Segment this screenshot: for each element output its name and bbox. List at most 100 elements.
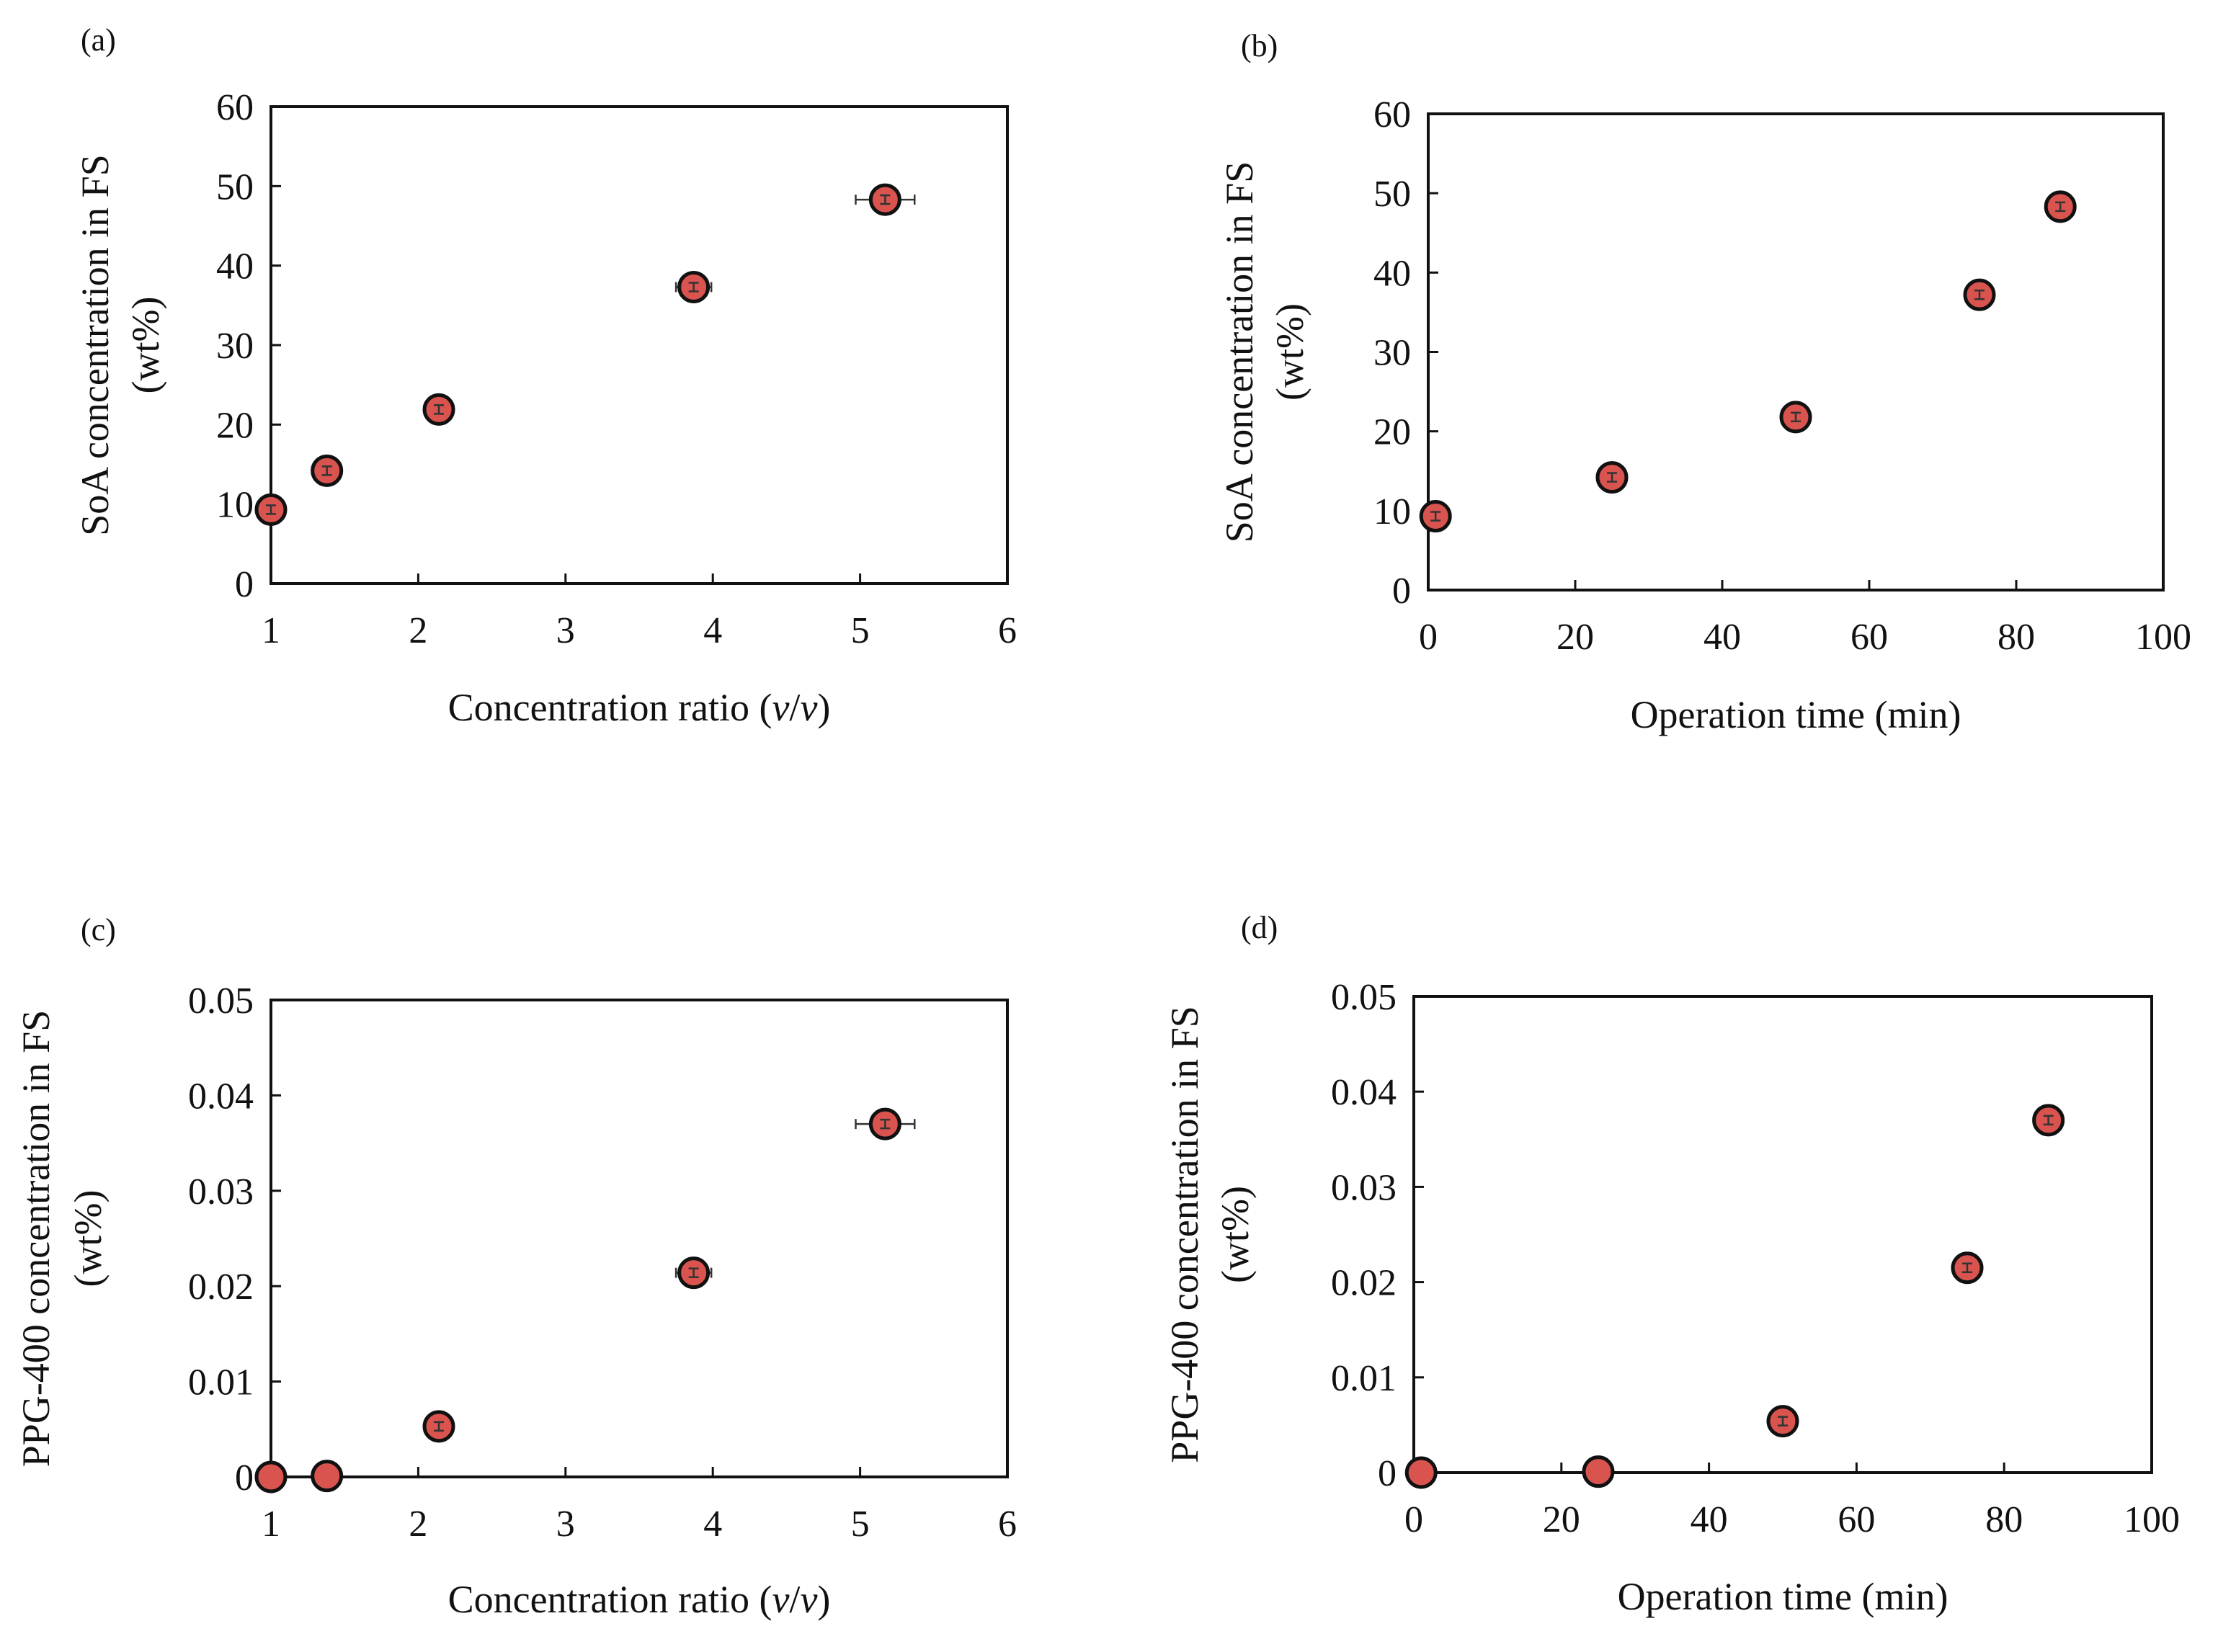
y-axis-label-line1: PPG-400 concentration in FS [14,1010,58,1467]
y-axis-label-line1: PPG-400 concentration in FS [1163,1006,1206,1463]
x-tick-label: 4 [703,1504,722,1545]
y-axis-label-line2: (wt%) [124,297,167,394]
y-tick-label: 0.01 [188,1362,254,1403]
y-tick-label: 0.04 [1331,1072,1397,1113]
x-tick-label: 20 [1543,1499,1580,1540]
panel-label: (b) [1241,28,1278,63]
x-axis-label: Operation time (min) [1618,1575,1948,1618]
x-axis-label-part: ) [817,686,830,729]
y-tick-label: 0.02 [1331,1263,1397,1304]
panel-label: (d) [1241,910,1278,945]
x-axis-label-part: v [800,686,817,729]
x-tick-label: 1 [262,610,280,651]
y-tick-label: 0.02 [188,1267,254,1308]
y-tick-label: 0.01 [1331,1358,1397,1399]
data-point-3 [422,1410,455,1443]
y-tick-label: 40 [216,246,254,287]
y-axis-label-line1: SoA concentration in FS [74,154,117,535]
scatter-marker [311,1460,344,1493]
x-tick-label: 80 [1985,1499,2023,1540]
data-point-1 [254,493,288,526]
x-tick-label: 5 [851,1504,870,1545]
data-point-2 [311,454,344,487]
x-axis-label: Concentration ratio (v/v) [448,1578,831,1621]
plot-frame [1412,995,2153,1474]
chart-panel-3: (c) 1 2 3 4 5 6 0 0.01 0.02 0.03 0.04 0.05 Concentrat… [14,912,1017,1621]
y-tick-label: 0 [1378,1453,1397,1494]
x-tick-label: 1 [262,1504,280,1545]
x-tick-label: 40 [1703,617,1741,658]
x-tick-label: 100 [2124,1499,2180,1540]
x-tick-label: 5 [851,610,870,651]
x-axis-label: Concentration ratio (v/v) [448,686,831,729]
y-tick-label: 60 [1373,94,1411,135]
chart-panel-4: (d) 0 20 40 60 80 100 0 0.01 0.02 0.03 0.04 0.05 Oper… [1163,910,2180,1618]
x-axis-label-part: Concentration ratio ( [448,686,772,729]
y-tick-label: 20 [1373,412,1411,453]
chart-panel-2: (b) 0 20 40 60 80 100 0 10 20 30 40 50 60 Operation ti… [1218,28,2191,736]
data-point-3 [1779,401,1812,434]
data-point-5 [2032,1104,2065,1137]
data-point-4 [674,1256,713,1290]
y-tick-label: 0.04 [188,1076,254,1117]
y-tick-label: 60 [216,87,254,128]
data-point-1 [1404,1456,1438,1489]
data-point-4 [674,270,713,303]
y-tick-label: 0.05 [188,981,254,1022]
data-point-2 [311,1460,344,1493]
y-tick-label: 40 [1373,253,1411,294]
data-point-3 [1766,1405,1799,1438]
panel-label: (c) [81,912,116,947]
x-axis-label-part: / [789,1578,800,1621]
data-point-4 [1963,278,1996,311]
data-point-1 [1419,500,1452,533]
x-axis-label-part: ) [817,1578,830,1621]
y-tick-label: 0 [1392,571,1411,612]
panel-label: (a) [81,22,116,58]
y-axis-label-line1: SoA concentration in FS [1218,161,1261,543]
x-tick-label: 4 [703,610,722,651]
y-tick-label: 20 [216,405,254,446]
scatter-marker [1404,1456,1438,1489]
y-tick-label: 0.03 [188,1171,254,1213]
data-point-3 [422,393,455,426]
data-point-4 [1951,1251,1984,1285]
x-axis-label-part: Concentration ratio ( [448,1578,772,1621]
data-point-2 [1582,1455,1615,1488]
x-tick-label: 40 [1691,1499,1728,1540]
y-tick-label: 0.05 [1331,977,1397,1018]
plot-frame [270,105,1009,585]
x-tick-label: 80 [1997,617,2035,658]
x-axis-label: Operation time (min) [1631,693,1961,736]
x-axis-label-part: / [789,686,800,729]
y-tick-label: 10 [1373,491,1411,532]
x-tick-label: 3 [556,610,575,651]
x-axis-label-part: v [772,1578,789,1621]
x-tick-label: 60 [1850,617,1888,658]
y-tick-label: 0.03 [1331,1167,1397,1208]
x-tick-label: 60 [1838,1499,1875,1540]
x-tick-label: 2 [409,1504,427,1545]
x-tick-label: 2 [409,610,427,651]
plot-frame [270,999,1009,1478]
x-axis-label-part: v [772,686,789,729]
data-point-2 [1595,461,1629,494]
plot-frame [1427,112,2165,591]
y-tick-label: 50 [1373,174,1411,215]
y-tick-label: 0 [235,564,254,605]
data-point-5 [855,183,916,216]
y-tick-label: 10 [216,485,254,526]
data-point-1 [254,1460,288,1494]
x-tick-label: 6 [998,1504,1017,1545]
x-tick-label: 20 [1556,617,1594,658]
x-tick-label: 0 [1419,617,1438,658]
y-tick-label: 0 [235,1457,254,1499]
x-tick-label: 0 [1404,1499,1423,1540]
y-tick-label: 30 [1373,333,1411,374]
data-point-5 [2044,190,2077,223]
x-tick-label: 3 [556,1504,575,1545]
y-tick-label: 30 [216,326,254,367]
x-tick-label: 6 [998,610,1017,651]
